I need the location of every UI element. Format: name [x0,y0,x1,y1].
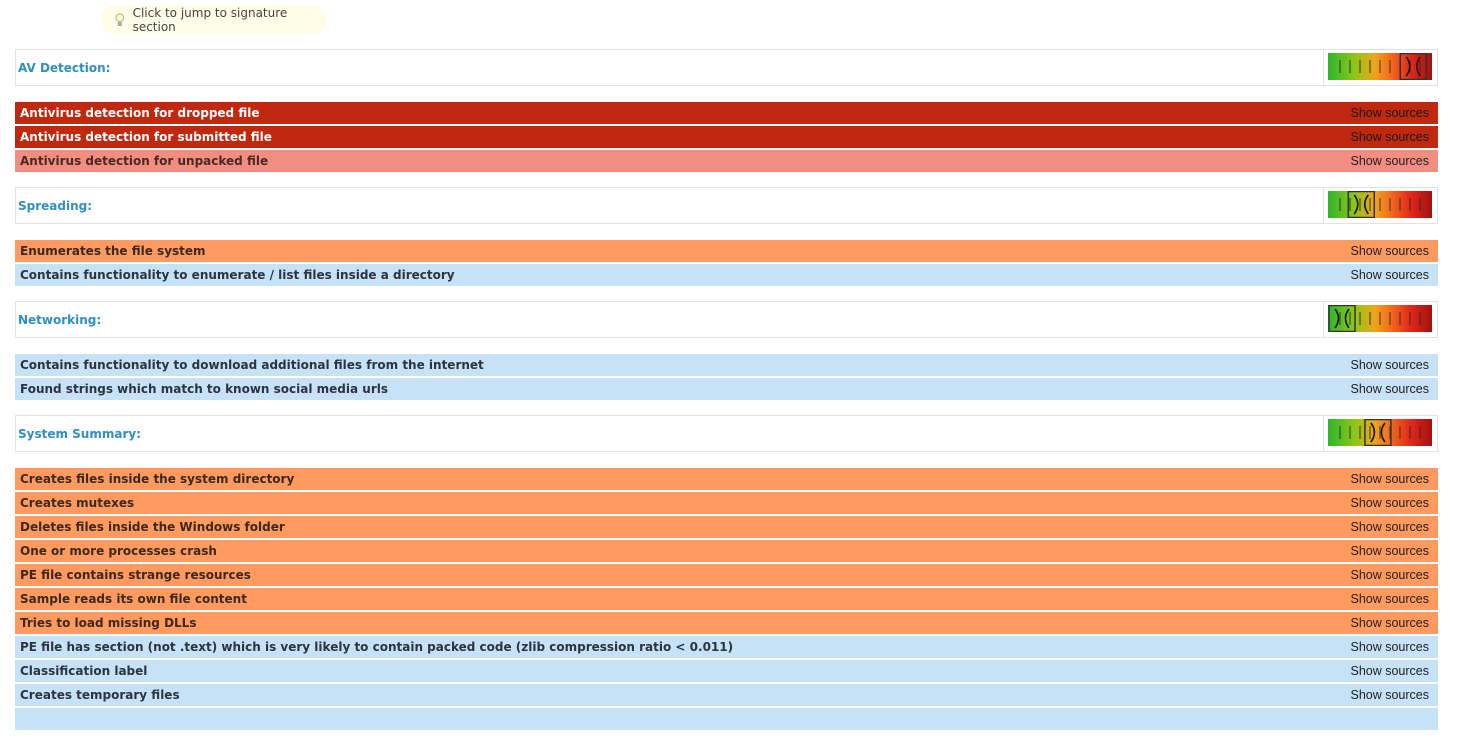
signature-text: Contains functionality to download addit… [20,358,484,372]
signature-row: PE file has section (not .text) which is… [15,636,1438,658]
signature-row: Sample reads its own file content Show so… [15,588,1438,610]
signature-list: Contains functionality to download addit… [15,354,1438,400]
signature-row: Antivirus detection for submitted file Sh… [15,126,1438,148]
signature-text: Creates temporary files [20,688,180,702]
show-sources-link[interactable]: Show sources [1350,154,1429,168]
jump-to-signature-hint[interactable]: Click to jump to signature section [101,5,327,34]
signature-text: Antivirus detection for submitted file [20,130,272,144]
lightbulb-icon [115,12,125,26]
signature-row: Creates files inside the system director… [15,468,1438,490]
section-header-networking: Networking: [15,301,1438,338]
signature-text: Contains functionality to enumerate / li… [20,268,455,282]
show-sources-link[interactable]: Show sources [1350,616,1429,630]
signature-list: Antivirus detection for dropped file Show… [15,102,1438,172]
severity-meter [1323,188,1437,223]
signature-text: Enumerates the file system [20,244,206,258]
signature-row: Found strings which match to known socia… [15,378,1438,400]
signature-row: Contains functionality to enumerate / li… [15,264,1438,286]
signature-row: Antivirus detection for dropped file Show… [15,102,1438,124]
signature-text: PE file has section (not .text) which is… [20,640,734,654]
show-sources-link[interactable]: Show sources [1350,496,1429,510]
signature-text: Classification label [20,664,148,678]
show-sources-link[interactable]: Show sources [1350,664,1429,678]
show-sources-link[interactable]: Show sources [1350,688,1429,702]
signature-row: One or more processes crash Show sources [15,540,1438,562]
signature-row [15,708,1438,730]
show-sources-link[interactable]: Show sources [1350,244,1429,258]
signature-row: Tries to load missing DLLs Show sources [15,612,1438,634]
signature-row: Antivirus detection for unpacked file Sho… [15,150,1438,172]
signature-text: Antivirus detection for dropped file [20,106,260,120]
severity-meter [1323,416,1437,451]
section-title: Networking: [18,312,102,327]
signature-text: PE file contains strange resources [20,568,251,582]
signature-text: One or more processes crash [20,544,217,558]
signature-row: Contains functionality to download addit… [15,354,1438,376]
section-title: Spreading: [18,198,93,213]
show-sources-link[interactable]: Show sources [1350,382,1429,396]
section-header-spreading: Spreading: [15,187,1438,224]
signature-text: Creates mutexes [20,496,135,510]
severity-meter [1323,302,1437,337]
signature-list: Enumerates the file system Show sources Co… [15,240,1438,286]
section-header-av-detection: AV Detection: [15,49,1438,86]
signature-row: Deletes files inside the Windows folder S… [15,516,1438,538]
signature-row: Classification label Show sources [15,660,1438,682]
signature-text: Antivirus detection for unpacked file [20,154,269,168]
show-sources-link[interactable]: Show sources [1350,592,1429,606]
hint-label: Click to jump to signature section [132,5,288,34]
signature-text: Tries to load missing DLLs [20,616,197,630]
show-sources-link[interactable]: Show sources [1350,106,1429,120]
signature-overview: AV Detection: Antivirus detection for dro… [15,49,1438,745]
signature-row: Enumerates the file system Show sources [15,240,1438,262]
show-sources-link[interactable]: Show sources [1350,130,1429,144]
signature-text: Deletes files inside the Windows folder [20,520,285,534]
signature-text: Creates files inside the system director… [20,472,295,486]
signature-text: Sample reads its own file content [20,592,247,606]
signature-text: Found strings which match to known socia… [20,382,388,396]
section-header-system-summary: System Summary: [15,415,1438,452]
section-title: System Summary: [18,426,141,441]
show-sources-link[interactable]: Show sources [1350,472,1429,486]
show-sources-link[interactable]: Show sources [1350,568,1429,582]
signature-row: PE file contains strange resources Show s… [15,564,1438,586]
signature-row: Creates temporary files Show sources [15,684,1438,706]
show-sources-link[interactable]: Show sources [1350,544,1429,558]
section-title: AV Detection: [18,60,111,75]
signature-row: Creates mutexes Show sources [15,492,1438,514]
severity-meter [1323,50,1437,85]
show-sources-link[interactable]: Show sources [1350,268,1429,282]
show-sources-link[interactable]: Show sources [1350,640,1429,654]
signature-list: Creates files inside the system director… [15,468,1438,730]
show-sources-link[interactable]: Show sources [1350,358,1429,372]
show-sources-link[interactable]: Show sources [1350,520,1429,534]
